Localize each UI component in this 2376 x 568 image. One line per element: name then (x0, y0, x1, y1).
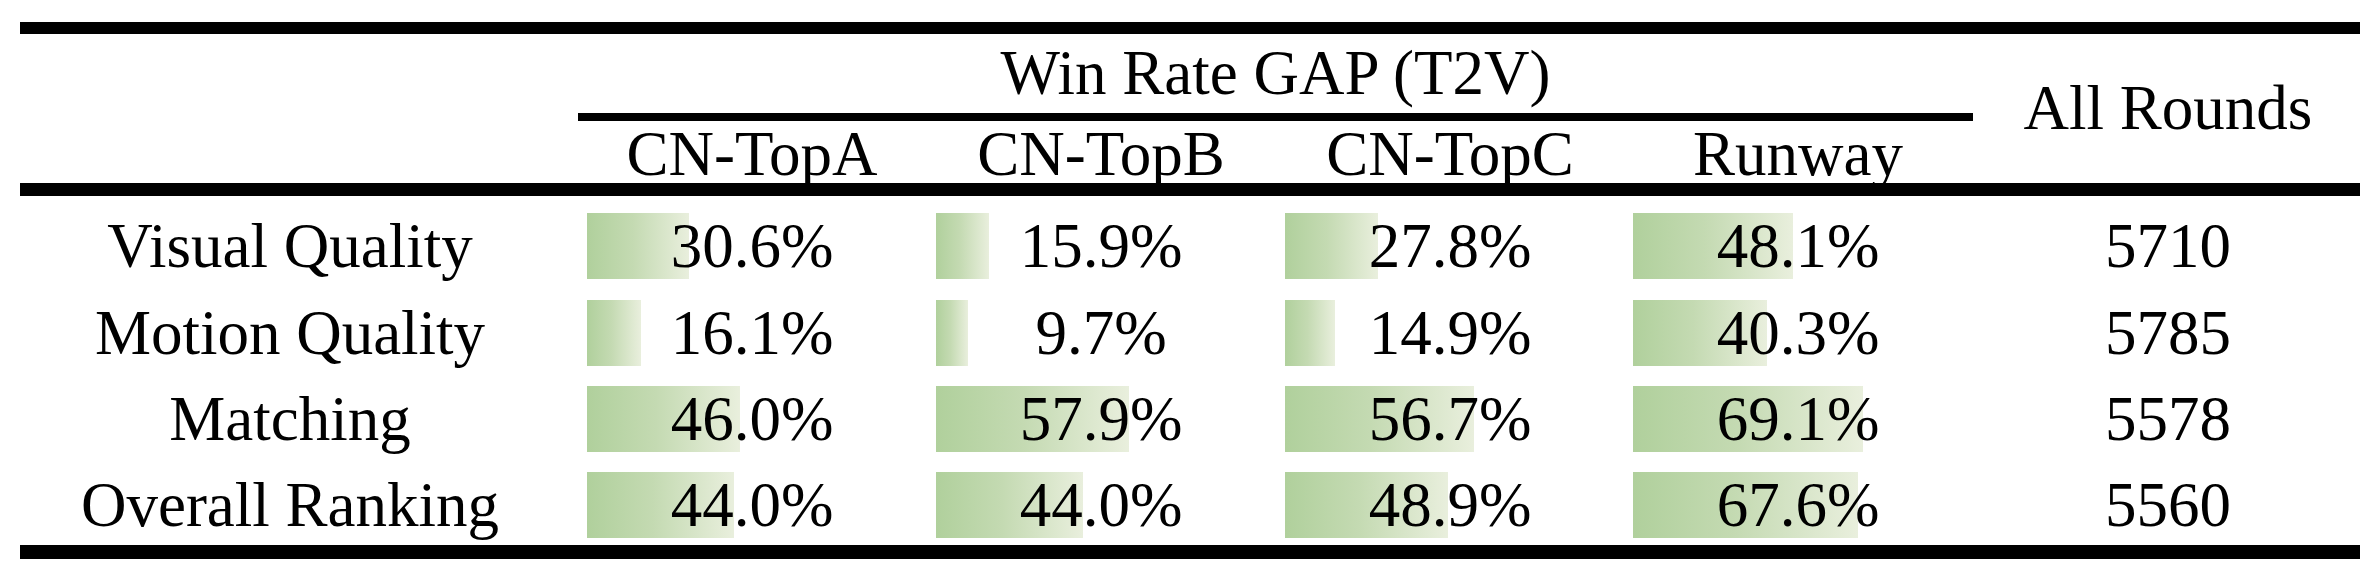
row-label-visual-quality: Visual Quality (0, 203, 580, 289)
table-cell: 67.6% (1624, 462, 1972, 548)
table-cell: 69.1% (1624, 376, 1972, 462)
table-cell: 40.3% (1624, 290, 1972, 376)
all-rounds-value: 5578 (1973, 376, 2363, 462)
table-cell: 15.9% (927, 203, 1275, 289)
column-header-cn-topc: CN-TopC (1276, 121, 1624, 187)
win-rate-value: 9.7% (927, 290, 1275, 376)
all-rounds-value: 5785 (1973, 290, 2363, 376)
table-cell: 48.9% (1276, 462, 1624, 548)
win-rate-value: 56.7% (1276, 376, 1624, 462)
table-cell: 48.1% (1624, 203, 1972, 289)
table-cell: 9.7% (927, 290, 1275, 376)
all-rounds-value: 5710 (1973, 203, 2363, 289)
win-rate-value: 16.1% (578, 290, 926, 376)
row-label-matching: Matching (0, 376, 580, 462)
table-cell: 44.0% (578, 462, 926, 548)
table-cell: 14.9% (1276, 290, 1624, 376)
win-rate-gap-table: Win Rate GAP (T2V) All Rounds CN-TopA CN… (0, 0, 2376, 568)
win-rate-value: 44.0% (927, 462, 1275, 548)
win-rate-value: 67.6% (1624, 462, 1972, 548)
win-rate-value: 57.9% (927, 376, 1275, 462)
win-rate-value: 46.0% (578, 376, 926, 462)
win-rate-value: 44.0% (578, 462, 926, 548)
win-rate-value: 40.3% (1624, 290, 1972, 376)
win-rate-value: 15.9% (927, 203, 1275, 289)
all-rounds-value: 5560 (1973, 462, 2363, 548)
table-title: Win Rate GAP (T2V) (578, 36, 1973, 110)
table-cell: 57.9% (927, 376, 1275, 462)
table-cell: 30.6% (578, 203, 926, 289)
row-label-motion-quality: Motion Quality (0, 290, 580, 376)
column-header-runway: Runway (1624, 121, 1972, 187)
column-header-all-rounds: All Rounds (1973, 36, 2363, 181)
table-cell: 56.7% (1276, 376, 1624, 462)
table-cell: 16.1% (578, 290, 926, 376)
win-rate-value: 27.8% (1276, 203, 1624, 289)
table-cell: 44.0% (927, 462, 1275, 548)
win-rate-value: 30.6% (578, 203, 926, 289)
table-cell: 27.8% (1276, 203, 1624, 289)
win-rate-value: 48.9% (1276, 462, 1624, 548)
column-header-cn-topa: CN-TopA (578, 121, 926, 187)
table-cell: 46.0% (578, 376, 926, 462)
win-rate-value: 14.9% (1276, 290, 1624, 376)
win-rate-value: 69.1% (1624, 376, 1972, 462)
win-rate-value: 48.1% (1624, 203, 1972, 289)
column-header-cn-topb: CN-TopB (927, 121, 1275, 187)
table-rule-top (20, 22, 2360, 34)
row-label-overall-ranking: Overall Ranking (0, 462, 580, 548)
